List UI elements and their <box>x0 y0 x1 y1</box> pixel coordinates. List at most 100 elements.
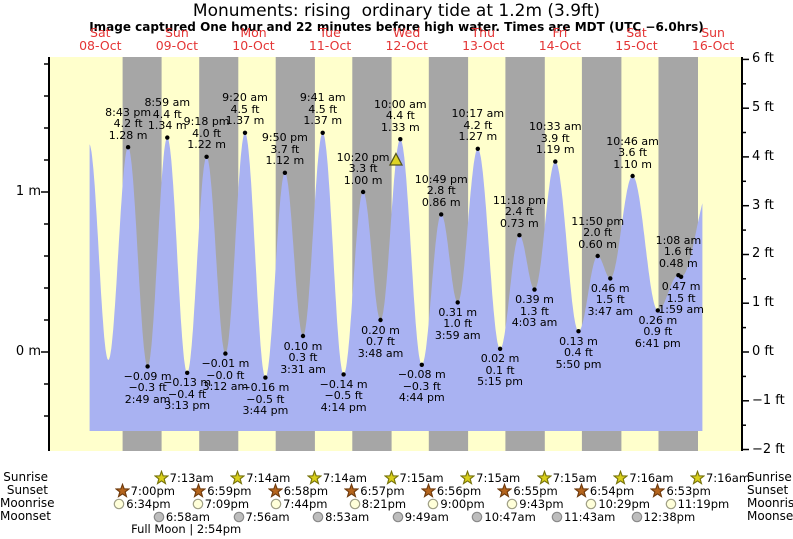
sunrise-time: 7:14am <box>322 470 367 485</box>
day-name: Tue <box>319 25 341 40</box>
moonset-moon-icon <box>153 511 165 522</box>
tide-label-low: 0.10 m 0.3 ft 3:31 am <box>280 339 326 376</box>
tide-point-dot <box>125 145 131 150</box>
sunrise-time: 7:14am <box>246 470 291 485</box>
day-label: Sun 09-Oct <box>135 26 219 52</box>
tide-point-dot <box>475 146 480 151</box>
tide-point-dot <box>282 170 288 175</box>
left-axis-label: 1 m <box>15 184 41 199</box>
tide-label-high: 10:33 am 3.9 ft 1.19 m <box>528 120 582 157</box>
moonset-row-label-left: Moonset <box>0 509 51 523</box>
moonrise-entry: 7:09pm <box>192 496 249 511</box>
sunset-time: 7:00pm <box>130 483 175 498</box>
tide-point-dot <box>532 287 537 292</box>
sunrise-star-icon <box>689 470 705 485</box>
day-label: Sat 15-Oct <box>595 26 679 52</box>
page-title: Monuments: rising ordinary tide at 1.2m … <box>192 1 601 21</box>
moonset-moon-icon <box>392 511 404 522</box>
sunset-star-icon <box>344 483 360 498</box>
tide-label-high: 11:18 pm 2.4 ft 0.73 m <box>492 193 546 230</box>
moonrise-moon-icon <box>349 498 361 509</box>
tide-point-dot <box>398 137 403 142</box>
sunrise-time: 7:13am <box>169 470 214 485</box>
moonrise-moon-icon <box>586 498 597 509</box>
moonrise-entry: 6:34pm <box>113 496 171 511</box>
day-name: Sat <box>90 25 111 40</box>
sunset-time: 6:59pm <box>207 483 252 498</box>
sunset-entry: 6:56pm <box>420 483 481 498</box>
sunset-star-icon <box>114 483 130 498</box>
tide-label-low: 0.26 m 0.9 ft 6:41 pm <box>634 313 681 350</box>
tide-curve <box>89 132 703 432</box>
sunset-entry: 6:59pm <box>191 483 252 498</box>
sunset-entry: 6:54pm <box>573 483 635 498</box>
tide-label-high: 9:41 am 4.5 ft 1.37 m <box>299 91 346 128</box>
tide-label-high: 1:08 am 1.6 ft 0.48 m <box>655 233 702 270</box>
sunset-star-icon <box>420 483 436 498</box>
day-label: Sun 16-Oct <box>671 26 755 52</box>
moonrise-row-label-left: Moonrise <box>0 496 55 510</box>
tide-point-dot <box>242 130 248 135</box>
tide-label-low: 0.20 m 0.7 ft 3:48 am <box>357 323 404 360</box>
tide-point-dot <box>419 362 424 367</box>
tide-point-dot <box>439 212 444 217</box>
day-date: 14-Oct <box>538 38 582 53</box>
moonset-moon-icon <box>233 511 244 522</box>
moonset-row-label-right: Moonset <box>747 509 793 523</box>
moonrise-moon-icon <box>506 498 518 509</box>
moonset-entry: 10:47am <box>471 509 536 524</box>
moonrise-moon-icon <box>428 498 439 509</box>
sunset-star-icon <box>191 483 207 498</box>
sunrise-time: 7:16am <box>705 470 751 485</box>
tide-label-high: 11:50 pm 2.0 ft 0.60 m <box>571 214 625 251</box>
sunset-entry: 6:55pm <box>497 483 558 498</box>
sunset-entry: 7:00pm <box>114 483 175 498</box>
tide-point-dot <box>145 364 150 369</box>
tide-point-dot <box>678 274 684 279</box>
moonrise-time: 9:00pm <box>440 496 485 511</box>
sunset-row-label-right: Sunset <box>747 483 789 497</box>
tide-point-dot <box>204 154 209 159</box>
tide-point-dot <box>378 317 383 323</box>
moonset-entry: 8:53am <box>312 509 369 524</box>
tide-label-low: −0.09 m −0.3 ft 2:49 am <box>123 369 172 406</box>
day-label: Wed 12-Oct <box>365 26 449 52</box>
sunset-star-icon <box>573 483 589 498</box>
sunrise-star-icon <box>613 470 629 485</box>
tide-label-low: 0.39 m 1.3 ft 4:03 am <box>511 293 558 330</box>
moonrise-entry: 9:43pm <box>506 496 564 511</box>
day-name: Mon <box>240 25 267 40</box>
day-name: Fri <box>552 25 568 40</box>
moonrise-time: 10:29pm <box>598 496 650 511</box>
tide-label-high: 10:20 pm 3.3 ft 1.00 m <box>336 150 390 187</box>
tide-label-low: −0.13 m −0.4 ft 3:13 pm <box>163 376 212 413</box>
day-label: Tue 11-Oct <box>288 26 372 52</box>
tide-label-low: 0.13 m 0.4 ft 5:50 pm <box>555 334 602 371</box>
right-axis-label: 0 ft <box>752 344 774 359</box>
sunrise-star-icon <box>153 470 169 485</box>
moonset-moon-icon <box>472 511 483 522</box>
day-date: 12-Oct <box>385 38 428 53</box>
right-axis-label: 1 ft <box>752 295 774 311</box>
sunset-time: 6:54pm <box>589 483 635 498</box>
day-name: Sat <box>626 25 647 40</box>
tide-point-dot <box>300 333 306 339</box>
day-date: 09-Oct <box>155 38 199 53</box>
moonrise-moon-icon <box>113 498 125 509</box>
day-name: Sun <box>701 25 725 40</box>
sunrise-star-icon <box>383 470 399 485</box>
tide-point-dot <box>360 189 366 195</box>
sunset-time: 6:55pm <box>513 483 558 498</box>
sunrise-entry: 7:15am <box>460 470 520 485</box>
tide-label-low: 0.47 m 1.5 ft 1:59 am <box>658 280 704 317</box>
moonrise-entry: 8:21pm <box>349 496 406 511</box>
tide-point-dot <box>630 173 635 179</box>
tide-point-dot <box>223 351 228 356</box>
moonset-moon-icon <box>312 511 324 522</box>
tide-label-low: 0.46 m 1.5 ft 3:47 am <box>587 281 634 318</box>
tide-label-high: 8:43 pm 4.2 ft 1.28 m <box>105 105 152 142</box>
tide-label-high: 9:18 pm 4.0 ft 1.22 m <box>183 115 230 152</box>
tide-label-low: 0.02 m 0.1 ft 5:15 pm <box>477 352 523 389</box>
tide-label-low: 0.31 m 1.0 ft 3:59 am <box>434 305 481 342</box>
